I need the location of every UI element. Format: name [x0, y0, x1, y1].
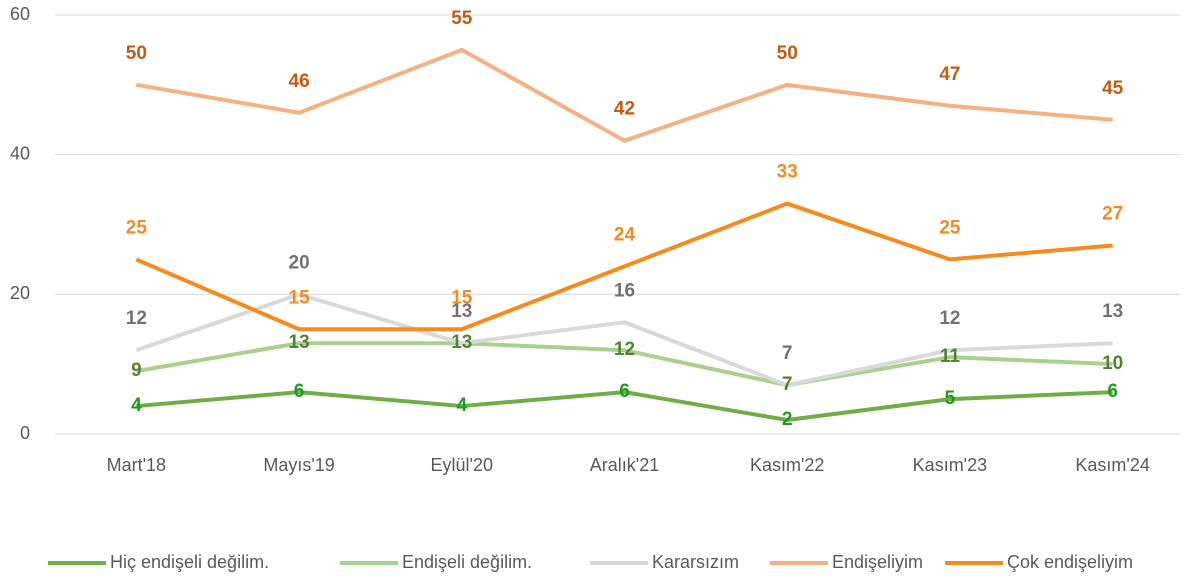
data-label: 2 — [782, 409, 793, 430]
data-label: 13 — [451, 332, 472, 353]
data-label: 50 — [777, 43, 798, 64]
x-tick-label: Eylül'20 — [431, 455, 493, 475]
x-tick-label: Kasım'24 — [1075, 455, 1149, 475]
data-label: 4 — [131, 395, 142, 416]
y-tick-label: 60 — [10, 4, 30, 24]
x-tick-label: Kasım'23 — [913, 455, 987, 475]
y-tick-label: 0 — [20, 423, 30, 443]
series-line — [136, 390, 1113, 423]
data-label: 13 — [289, 332, 310, 353]
data-label: 24 — [614, 224, 636, 245]
legend-label: Çok endişeliyim — [1007, 552, 1133, 572]
data-label: 46 — [289, 71, 310, 92]
series-line — [135, 292, 1113, 388]
data-label: 4 — [456, 395, 467, 416]
data-label: 25 — [939, 217, 961, 238]
x-tick-label: Kasım'22 — [750, 455, 824, 475]
data-label: 13 — [1102, 301, 1123, 322]
legend-label: Kararsızım — [652, 552, 739, 572]
legend-label: Hiç endişeli değilim. — [110, 552, 269, 572]
data-label: 10 — [1102, 353, 1123, 374]
data-label: 27 — [1102, 203, 1123, 224]
data-label: 20 — [289, 252, 310, 273]
data-label: 6 — [294, 381, 305, 402]
data-label: 45 — [1102, 78, 1124, 99]
data-label: 6 — [619, 381, 630, 402]
data-label: 9 — [131, 360, 142, 381]
data-label: 50 — [126, 43, 147, 64]
data-label: 13 — [451, 301, 472, 322]
data-label: 12 — [126, 308, 147, 329]
data-label: 7 — [782, 374, 793, 395]
x-tick-label: Mart'18 — [107, 455, 166, 475]
data-label: 15 — [289, 287, 311, 308]
x-tick-label: Aralık'21 — [590, 455, 659, 475]
data-label: 25 — [126, 217, 148, 238]
series-line — [136, 47, 1113, 143]
data-label: 5 — [945, 388, 956, 409]
series-line — [136, 341, 1113, 388]
series-line — [135, 201, 1113, 332]
legend-label: Endişeliyim — [832, 552, 923, 572]
data-label: 47 — [939, 64, 960, 85]
legend-label: Endişeli değilim. — [402, 552, 532, 572]
data-label: 55 — [451, 8, 473, 29]
data-label: 6 — [1107, 381, 1118, 402]
data-label: 7 — [782, 343, 793, 364]
data-label: 16 — [614, 280, 635, 301]
data-label: 42 — [614, 99, 635, 120]
data-label: 11 — [940, 346, 961, 367]
x-tick-label: Mayıs'19 — [263, 455, 334, 475]
y-tick-label: 40 — [10, 143, 30, 163]
data-label: 12 — [614, 339, 635, 360]
data-label: 33 — [777, 162, 798, 183]
data-label: 12 — [939, 308, 960, 329]
data-label: 15 — [451, 287, 473, 308]
y-tick-label: 20 — [10, 283, 30, 303]
